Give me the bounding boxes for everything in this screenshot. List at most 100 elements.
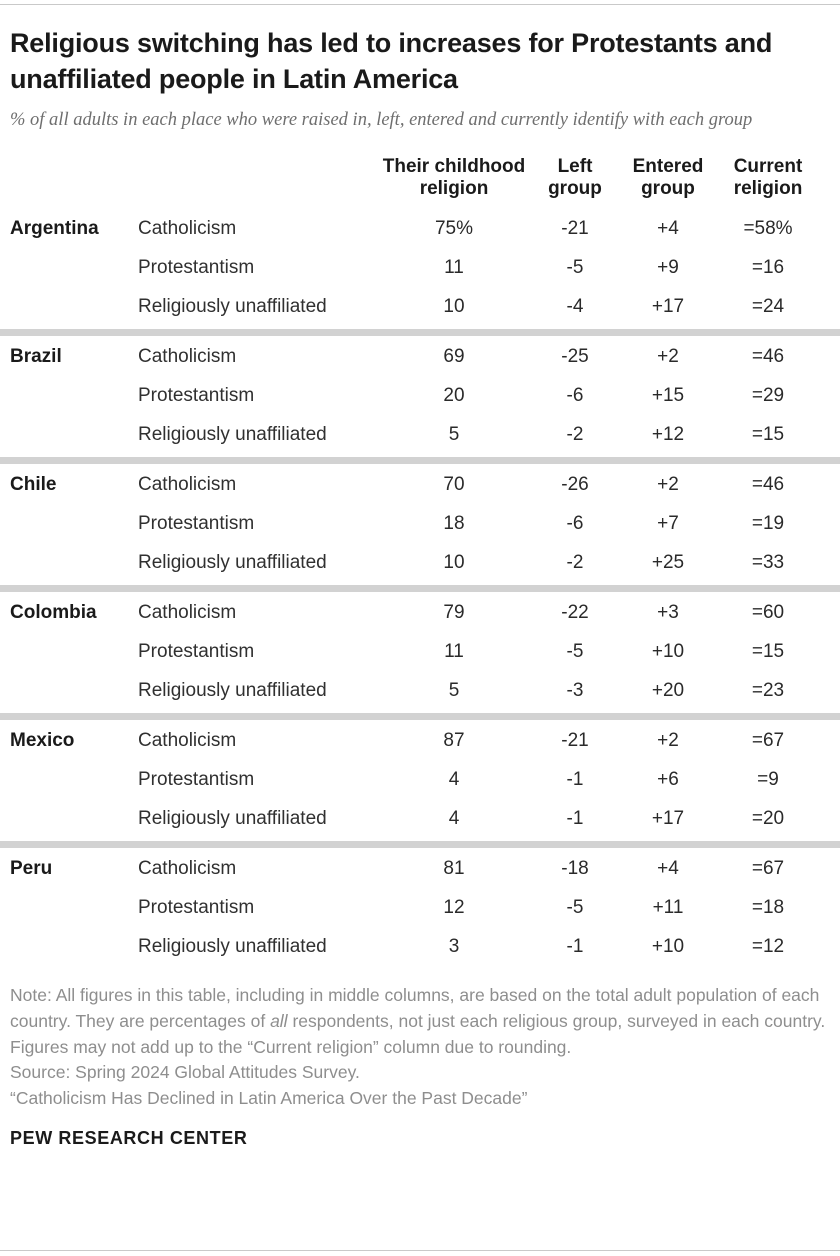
current-religion-value: =15: [751, 641, 785, 663]
left-group-value: -2: [566, 424, 584, 446]
religion-label: Protestantism: [138, 897, 255, 919]
table-row: Religiously unaffiliated 5 -2 +12 =15: [10, 416, 830, 455]
current-religion-value: =15: [751, 424, 785, 446]
source-text: Source: Spring 2024 Global Attitudes Sur…: [10, 1062, 360, 1083]
table-row: Protestantism 4 -1 +6 =9: [10, 761, 830, 800]
religion-label: Religiously unaffiliated: [138, 296, 327, 318]
table-row: Protestantism 12 -5 +11 =18: [10, 889, 830, 928]
current-religion-value: =58%: [743, 218, 793, 240]
current-religion-value: =67: [751, 730, 785, 752]
left-group-value: -6: [566, 385, 584, 407]
page-title: Religious switching has led to increases…: [10, 28, 773, 94]
pew-research-center-wordmark: PEW RESEARCH CENTER: [10, 1128, 248, 1149]
left-group-value: -5: [566, 257, 584, 279]
column-header-left-group: Left group: [548, 156, 602, 199]
table-row: Peru Catholicism 81 -18 +4 =67: [10, 850, 830, 889]
left-group-value: -6: [566, 513, 584, 535]
entered-group-value: +2: [657, 474, 679, 496]
childhood-religion-value: 4: [448, 808, 460, 830]
entered-group-value: +7: [657, 513, 679, 535]
current-religion-value: =46: [751, 346, 785, 368]
country-name: Argentina: [10, 218, 99, 240]
table-row: Protestantism 11 -5 +9 =16: [10, 249, 830, 288]
religion-label: Protestantism: [138, 769, 255, 791]
religion-label: Religiously unaffiliated: [138, 424, 327, 446]
childhood-religion-value: 18: [443, 513, 465, 535]
table-row: Colombia Catholicism 79 -22 +3 =60: [10, 594, 830, 633]
childhood-religion-value: 69: [443, 346, 465, 368]
entered-group-value: +9: [657, 257, 679, 279]
current-religion-value: =18: [751, 897, 785, 919]
religion-label: Catholicism: [138, 474, 237, 496]
page-subtitle: % of all adults in each place who were r…: [10, 110, 753, 131]
religion-label: Catholicism: [138, 858, 237, 880]
column-header-entered-group: Entered group: [632, 156, 704, 199]
childhood-religion-value: 4: [448, 769, 460, 791]
left-group-value: -2: [566, 552, 584, 574]
country-name: Colombia: [10, 602, 97, 624]
current-religion-value: =20: [751, 808, 785, 830]
current-religion-value: =67: [751, 858, 785, 880]
entered-group-value: +12: [651, 424, 685, 446]
childhood-religion-value: 20: [443, 385, 465, 407]
top-divider: [0, 4, 840, 5]
table-row: Religiously unaffiliated 4 -1 +17 =20: [10, 800, 830, 839]
left-group-value: -26: [561, 474, 589, 496]
childhood-religion-value: 87: [443, 730, 465, 752]
country-group-mexico: Mexico Catholicism 87 -21 +2 =67 Protestantism…: [10, 722, 830, 839]
entered-group-value: +25: [651, 552, 685, 574]
religion-label: Catholicism: [138, 346, 237, 368]
religion-label: Catholicism: [138, 730, 237, 752]
table-row: Protestantism 11 -5 +10 =15: [10, 633, 830, 672]
entered-group-value: +11: [652, 897, 684, 919]
left-group-value: -3: [566, 680, 584, 702]
country-group-argentina: Argentina Catholicism 75% -21 +4 =58% Protesta…: [10, 210, 830, 327]
entered-group-value: +20: [651, 680, 685, 702]
entered-group-value: +3: [657, 602, 679, 624]
current-religion-value: =46: [751, 474, 785, 496]
report-title-text: “Catholicism Has Declined in Latin Ameri…: [10, 1088, 528, 1109]
left-group-value: -5: [566, 897, 584, 919]
current-religion-value: =9: [757, 769, 779, 791]
childhood-religion-value: 79: [443, 602, 465, 624]
country-group-separator: [0, 712, 840, 720]
entered-group-value: +2: [657, 346, 679, 368]
religious-switching-table: Their childhood religion Left group Ente…: [0, 156, 840, 967]
current-religion-value: =12: [751, 936, 785, 958]
table-row: Religiously unaffiliated 3 -1 +10 =12: [10, 928, 830, 967]
childhood-religion-value: 11: [444, 641, 464, 663]
table-header-row: Their childhood religion Left group Ente…: [10, 156, 830, 210]
left-group-value: -21: [561, 730, 589, 752]
table-body: Argentina Catholicism 75% -21 +4 =58% Protesta…: [0, 210, 840, 967]
left-group-value: -18: [561, 858, 589, 880]
table-row: Religiously unaffiliated 5 -3 +20 =23: [10, 672, 830, 711]
current-religion-value: =29: [751, 385, 785, 407]
entered-group-value: +10: [651, 936, 685, 958]
entered-group-value: +17: [651, 296, 685, 318]
table-row: Mexico Catholicism 87 -21 +2 =67: [10, 722, 830, 761]
country-group-separator: [0, 584, 840, 592]
left-group-value: -1: [566, 808, 584, 830]
entered-group-value: +4: [657, 218, 679, 240]
table-row: Religiously unaffiliated 10 -2 +25 =33: [10, 544, 830, 583]
column-header-childhood-religion: Their childhood religion: [382, 156, 526, 199]
bottom-divider: [0, 1250, 840, 1251]
childhood-religion-value: 12: [443, 897, 465, 919]
country-name: Brazil: [10, 346, 62, 368]
country-group-separator: [0, 328, 840, 336]
entered-group-value: +4: [657, 858, 679, 880]
table-row: Protestantism 20 -6 +15 =29: [10, 377, 830, 416]
left-group-value: -1: [566, 769, 584, 791]
notes-block: Note: All figures in this table, includi…: [10, 983, 830, 1112]
entered-group-value: +17: [651, 808, 685, 830]
country-group-brazil: Brazil Catholicism 69 -25 +2 =46 Protestantism…: [10, 338, 830, 455]
entered-group-value: +10: [651, 641, 685, 663]
childhood-religion-value: 81: [443, 858, 465, 880]
country-group-peru: Peru Catholicism 81 -18 +4 =67 Protestantism 12…: [10, 850, 830, 967]
religion-label: Religiously unaffiliated: [138, 936, 327, 958]
childhood-religion-value: 10: [443, 552, 465, 574]
left-group-value: -21: [561, 218, 589, 240]
country-name: Mexico: [10, 730, 75, 752]
column-header-current-religion: Current religion: [733, 156, 803, 199]
table-row: Protestantism 18 -6 +7 =19: [10, 505, 830, 544]
